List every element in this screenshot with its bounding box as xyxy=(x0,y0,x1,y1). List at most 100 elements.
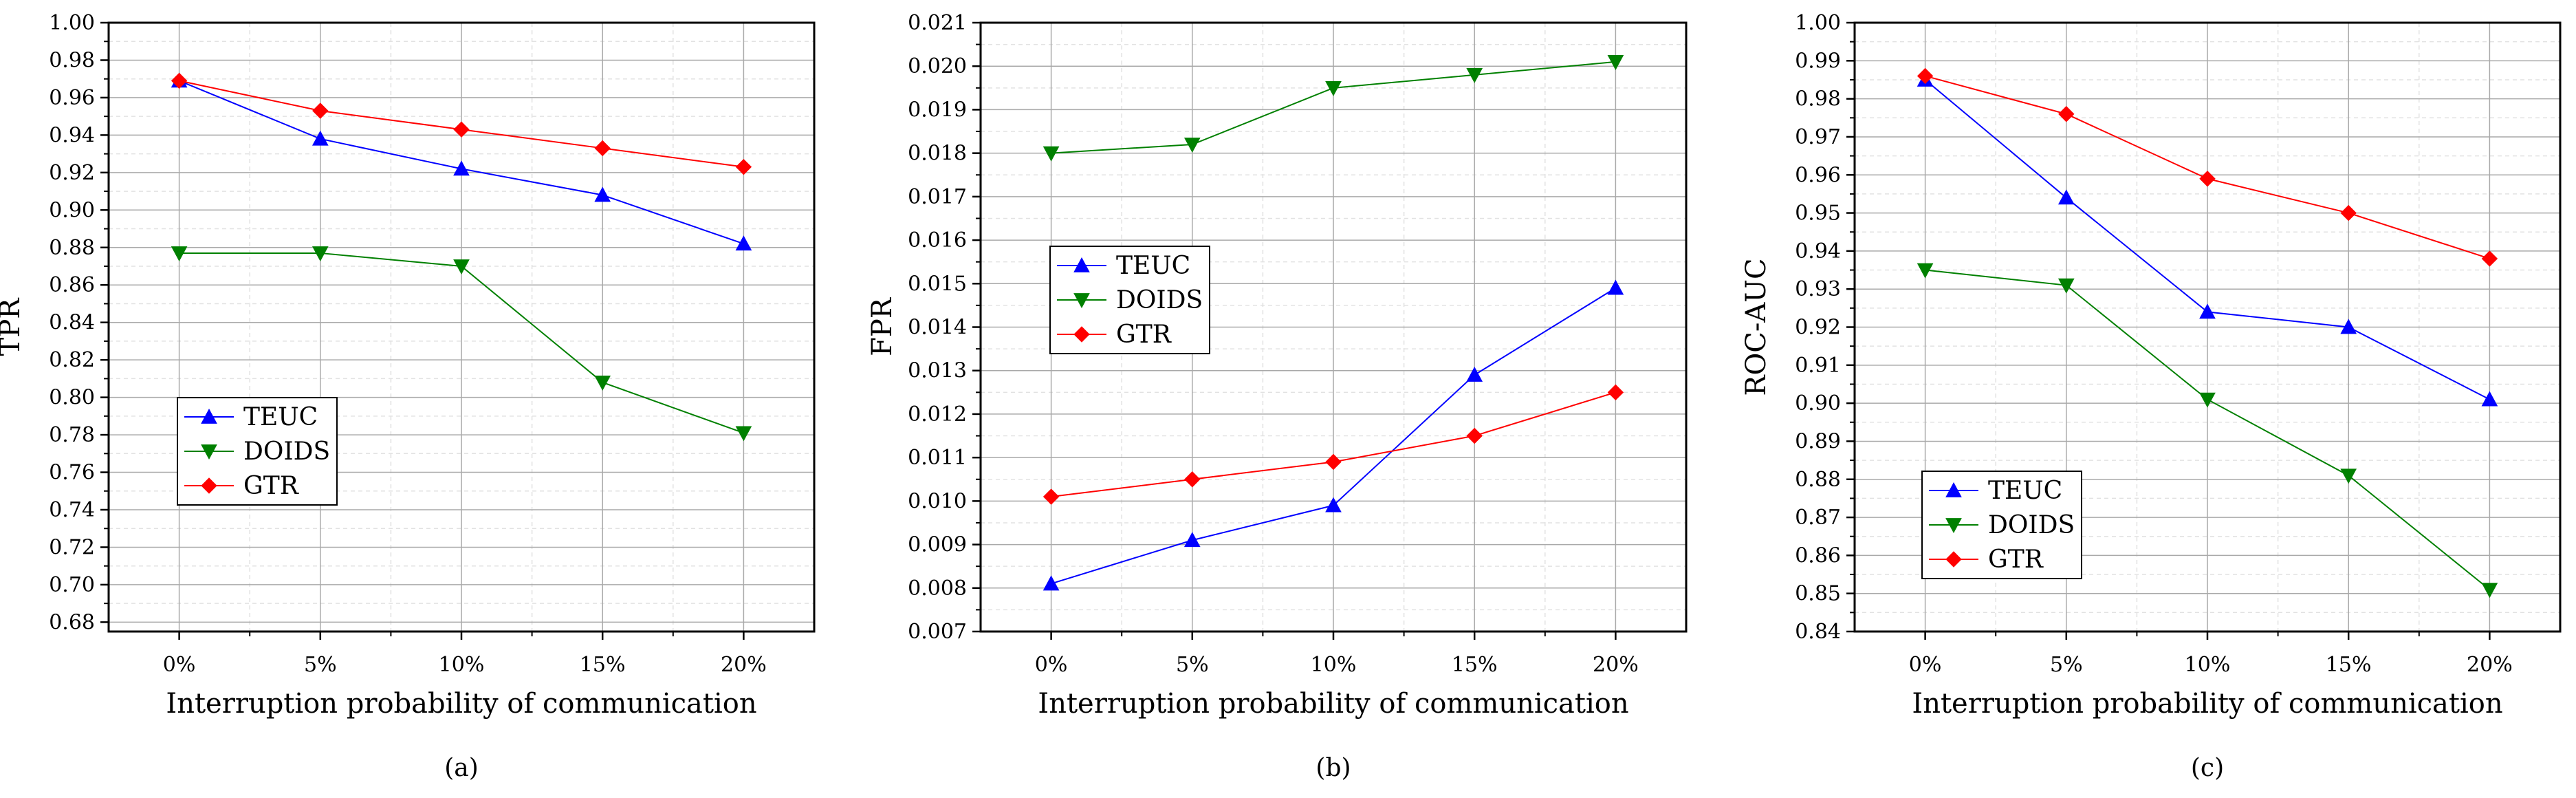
data-point-gtr xyxy=(1325,453,1342,471)
y-tick-label: 0.99 xyxy=(1795,49,1841,73)
data-point-gtr xyxy=(2058,106,2075,122)
y-axis-label: TPR xyxy=(0,297,26,356)
y-tick-label: 0.72 xyxy=(49,535,95,559)
data-point-teuc xyxy=(594,186,611,202)
y-tick-label: 0.88 xyxy=(1795,468,1841,492)
x-tick-label: 10% xyxy=(439,653,485,677)
legend-marker-gtr xyxy=(1945,551,1962,568)
data-point-teuc xyxy=(735,235,752,251)
y-tick-label: 0.86 xyxy=(1795,543,1841,568)
y-tick-label: 0.84 xyxy=(49,311,95,335)
y-tick-label: 0.007 xyxy=(908,620,967,644)
data-point-teuc xyxy=(1325,497,1342,513)
y-tick-label: 0.85 xyxy=(1795,582,1841,606)
y-tick-label: 1.00 xyxy=(49,11,95,35)
y-tick-label: 0.87 xyxy=(1795,506,1841,530)
y-tick-label: 0.018 xyxy=(908,142,967,166)
y-tick-label: 0.90 xyxy=(1795,391,1841,416)
data-point-teuc xyxy=(2057,189,2075,205)
y-tick-label: 0.96 xyxy=(49,86,95,110)
legend-label-gtr: GTR xyxy=(1116,321,1172,349)
y-tick-label: 0.92 xyxy=(1795,316,1841,340)
x-tick-label: 20% xyxy=(721,653,767,677)
y-tick-label: 0.78 xyxy=(49,423,95,447)
y-tick-label: 0.92 xyxy=(49,161,95,185)
legend-label-teuc: TEUC xyxy=(1116,252,1190,280)
panel-caption: (c) xyxy=(2191,754,2224,782)
y-tick-label: 0.88 xyxy=(49,236,95,260)
panel-caption: (b) xyxy=(1316,754,1351,782)
legend-marker-teuc xyxy=(1945,482,1962,497)
x-tick-label: 5% xyxy=(2050,653,2083,677)
data-point-doids xyxy=(171,246,188,261)
data-point-doids xyxy=(2199,392,2216,408)
chart-panel-c: 0.84 0.85 0.86 0.87 0.88 0.89 0.90 0.91 0.92 0.93… xyxy=(1740,11,2562,782)
data-point-teuc xyxy=(1183,532,1201,548)
legend-marker-doids xyxy=(201,444,217,460)
data-point-doids xyxy=(1325,80,1342,96)
data-point-doids xyxy=(312,246,329,261)
y-tick-label: 0.021 xyxy=(908,11,967,35)
data-point-gtr xyxy=(735,158,752,175)
y-tick-label: 0.97 xyxy=(1795,125,1841,149)
x-tick-label: 20% xyxy=(2467,653,2513,677)
legend-marker-doids xyxy=(1073,293,1090,309)
x-tick-label: 0% xyxy=(163,653,196,677)
y-tick-label: 0.010 xyxy=(908,489,967,513)
data-point-gtr xyxy=(453,121,470,138)
data-point-gtr xyxy=(312,103,329,119)
data-point-doids xyxy=(1466,68,1483,83)
data-point-teuc xyxy=(1466,366,1483,382)
y-tick-label: 0.74 xyxy=(49,498,95,522)
x-axis-label: Interruption probability of communicatio… xyxy=(1038,688,1628,720)
legend-marker-teuc xyxy=(1073,257,1090,272)
legend-marker-teuc xyxy=(201,408,217,424)
data-point-gtr xyxy=(1466,427,1483,444)
legend-label-doids: DOIDS xyxy=(243,438,330,466)
data-point-doids xyxy=(2340,468,2357,484)
legend-label-teuc: TEUC xyxy=(1988,477,2062,505)
legend-label-gtr: GTR xyxy=(1988,546,2044,574)
x-axis-label: Interruption probability of communicatio… xyxy=(1912,688,2502,720)
y-tick-label: 0.98 xyxy=(49,48,95,72)
y-tick-label: 0.012 xyxy=(908,402,967,427)
data-point-gtr xyxy=(2199,171,2216,187)
data-point-doids xyxy=(735,426,752,442)
y-tick-label: 0.019 xyxy=(908,98,967,122)
data-point-doids xyxy=(1043,146,1060,162)
data-point-gtr xyxy=(1184,471,1201,488)
x-tick-label: 10% xyxy=(2185,653,2231,677)
x-tick-label: 20% xyxy=(1593,653,1639,677)
y-tick-label: 0.008 xyxy=(908,576,967,601)
data-point-teuc xyxy=(312,130,329,146)
data-point-doids xyxy=(1183,138,1201,153)
data-point-gtr xyxy=(1043,488,1060,505)
data-point-teuc xyxy=(2199,303,2216,319)
legend-marker-gtr xyxy=(201,477,217,494)
y-tick-label: 0.016 xyxy=(908,228,967,252)
y-tick-label: 0.80 xyxy=(49,386,95,410)
y-tick-label: 0.76 xyxy=(49,461,95,485)
data-point-teuc xyxy=(1043,575,1060,591)
data-point-doids xyxy=(2057,278,2075,294)
data-point-teuc xyxy=(1607,279,1624,295)
y-tick-label: 0.68 xyxy=(49,610,95,634)
data-point-gtr xyxy=(594,140,611,157)
y-tick-label: 0.90 xyxy=(49,198,95,222)
y-tick-label: 0.98 xyxy=(1795,87,1841,111)
data-point-gtr xyxy=(1917,67,1934,85)
data-point-doids xyxy=(2481,583,2498,598)
data-point-teuc xyxy=(453,160,470,176)
y-tick-label: 0.91 xyxy=(1795,354,1841,378)
y-tick-label: 0.82 xyxy=(49,348,95,372)
data-point-doids xyxy=(453,259,470,275)
x-tick-label: 5% xyxy=(304,653,337,677)
x-axis-label: Interruption probability of communicatio… xyxy=(166,688,756,720)
x-tick-label: 15% xyxy=(1452,653,1498,677)
x-tick-label: 10% xyxy=(1311,653,1357,677)
y-tick-label: 0.013 xyxy=(908,359,967,383)
y-tick-label: 1.00 xyxy=(1795,11,1841,35)
chart-panel-b: 0.007 0.008 0.009 0.010 0.011 0.012 0.013 0.014… xyxy=(866,11,1688,782)
y-tick-label: 0.009 xyxy=(908,533,967,557)
y-tick-label: 0.014 xyxy=(908,316,967,340)
